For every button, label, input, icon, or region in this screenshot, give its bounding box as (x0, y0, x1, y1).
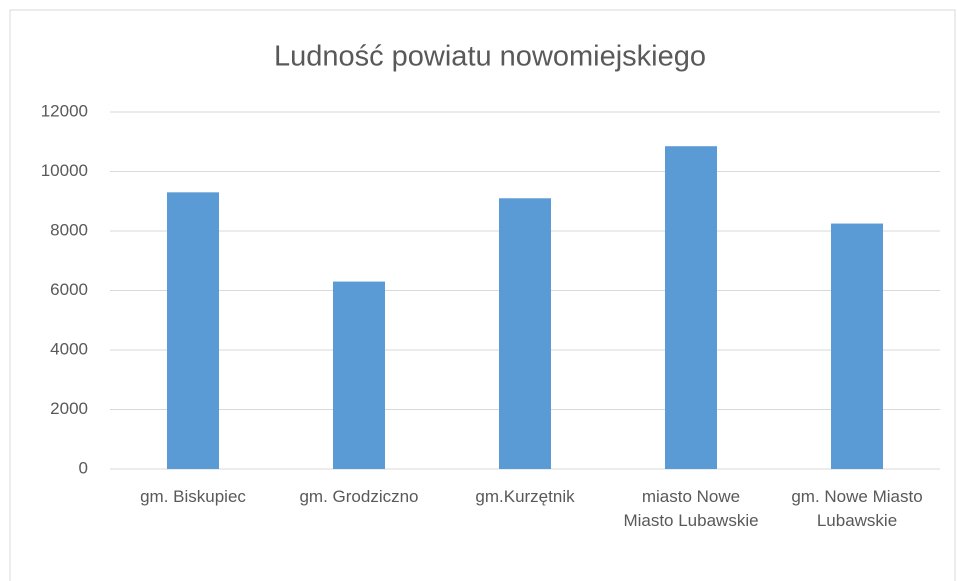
x-tick-label: gm. Biskupiec (140, 487, 246, 506)
y-tick-label: 4000 (50, 339, 88, 358)
x-tick-label: gm.Kurzętnik (475, 487, 575, 506)
bar (831, 223, 883, 469)
x-tick-label: miasto Nowe Miasto Lubawskie (623, 487, 759, 530)
chart-border (9, 9, 956, 581)
y-tick-label: 10000 (41, 161, 88, 180)
y-tick-label: 0 (79, 458, 88, 477)
x-tick-label: gm. Grodziczno (299, 487, 419, 506)
y-tick-label: 12000 (41, 101, 88, 120)
y-tick-label: 8000 (50, 220, 88, 239)
bar (167, 192, 219, 469)
y-tick-label: 2000 (50, 399, 88, 418)
chart-title: Ludność powiatu nowomiejskiego (274, 41, 706, 73)
x-tick-label: gm. Nowe Miasto Lubawskie (791, 487, 923, 530)
bar (333, 281, 385, 469)
bar (665, 146, 717, 469)
bar (499, 198, 551, 469)
y-tick-label: 6000 (50, 280, 88, 299)
